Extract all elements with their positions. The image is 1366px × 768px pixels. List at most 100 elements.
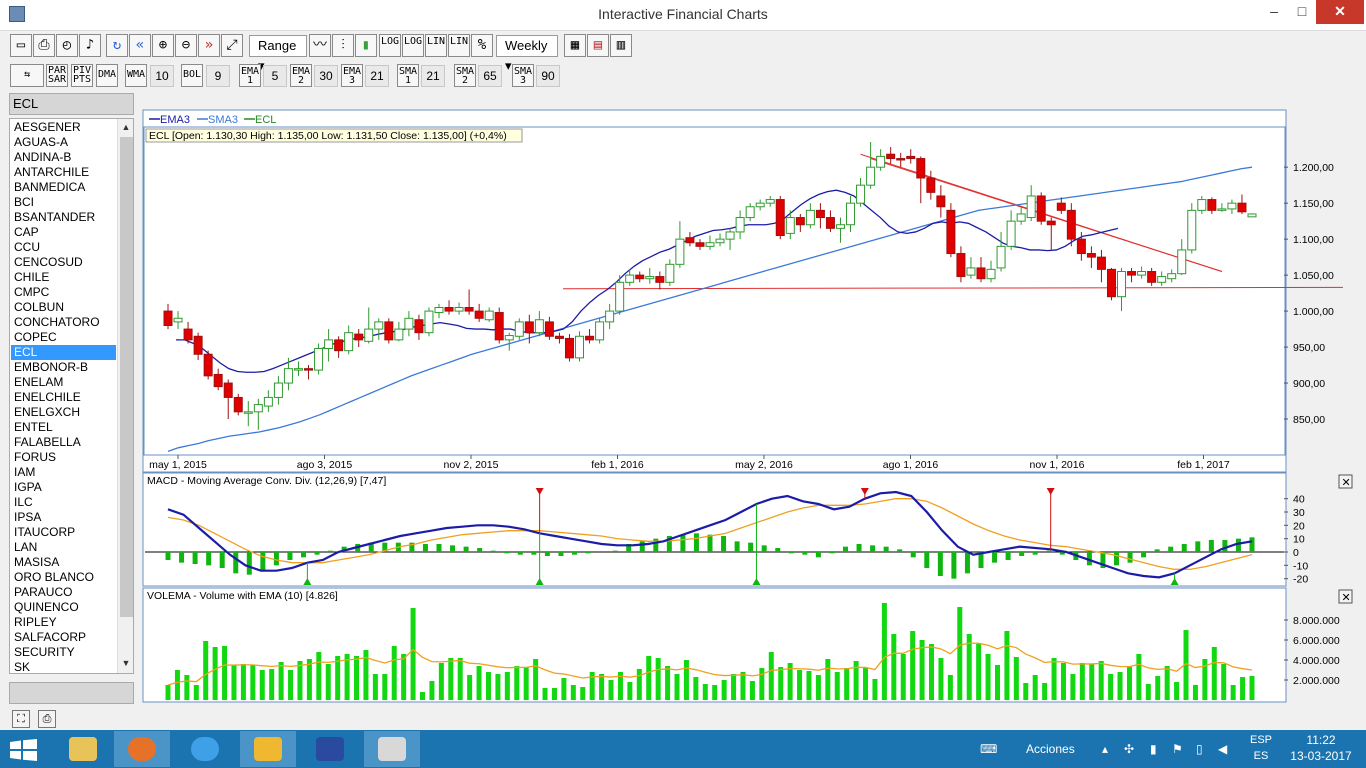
scroll-up-icon[interactable]: ▲ <box>121 122 131 132</box>
symbol-list-item[interactable]: CENCOSUD <box>14 255 83 269</box>
symbol-list-item[interactable]: ECL <box>11 345 116 360</box>
chart-fit-icon[interactable]: ⤢ <box>221 34 243 57</box>
close-button[interactable]: ✕ <box>1316 0 1364 24</box>
symbol-list-item[interactable]: ENELAM <box>14 375 64 389</box>
ema1-period[interactable]: 5 <box>263 65 287 87</box>
symbol-list-item[interactable]: QUINENCO <box>14 600 79 614</box>
symbol-list-item[interactable]: MASISA <box>14 555 60 569</box>
symbol-list-item[interactable]: COLBUN <box>14 300 65 314</box>
network-icon[interactable]: ✣ <box>1124 742 1135 756</box>
symbol-list-item[interactable]: EMBONOR-B <box>14 360 89 374</box>
symbol-list-item[interactable]: SECURITY <box>14 645 75 659</box>
scroll-thumb[interactable] <box>120 137 133 617</box>
symbol-list-item[interactable]: ORO BLANCO <box>14 570 95 584</box>
fullscreen-icon[interactable]: ⛶ <box>12 710 30 728</box>
ema1-button[interactable]: EMA 1 <box>239 64 261 87</box>
symbol-list-item[interactable]: ENELGXCH <box>14 405 81 419</box>
symbol-list-item[interactable]: PARAUCO <box>14 585 73 599</box>
symbol-list-item[interactable]: IPSA <box>14 510 42 524</box>
symbol-list-scrollbar[interactable]: ▲ ▼ <box>117 119 133 673</box>
symbol-list-item[interactable]: AGUAS-A <box>14 135 69 149</box>
symbol-list-item[interactable]: ILC <box>14 495 33 509</box>
symbol-list-item[interactable]: BSANTANDER <box>14 210 96 224</box>
color-scheme-icon[interactable]: ▤ <box>587 34 609 57</box>
symbol-list-item[interactable]: ENTEL <box>14 420 53 434</box>
symbol-list-item[interactable]: SK <box>14 660 31 674</box>
linear-scale-button[interactable]: LIN <box>425 34 447 57</box>
table-view-icon[interactable]: ▥ <box>610 34 632 57</box>
symbol-list-item[interactable]: BCI <box>14 195 35 209</box>
zoom-out-icon[interactable]: ⊖ <box>175 34 197 57</box>
linear-compare-button[interactable]: LIN <box>448 34 470 57</box>
symbol-list-item[interactable]: LAN <box>14 540 38 554</box>
ohlc-chart-icon[interactable]: ⫶ <box>332 34 354 57</box>
symbol-list-item[interactable]: IAM <box>14 465 36 479</box>
symbol-list-item[interactable]: FORUS <box>14 450 56 464</box>
volume-icon[interactable]: ◀ <box>1218 742 1228 756</box>
scroll-down-icon[interactable]: ▼ <box>121 658 131 668</box>
symbol-list-item[interactable]: RIPLEY <box>14 615 57 629</box>
sma2-period[interactable]: 65 <box>478 65 502 87</box>
thunder-app-icon[interactable] <box>240 731 296 767</box>
rewind-icon[interactable]: « <box>129 34 151 57</box>
actions-button[interactable]: Acciones <box>1026 742 1075 756</box>
maximize-button[interactable]: □ <box>1297 3 1307 19</box>
symbol-list-item[interactable]: ANDINA-B <box>14 150 72 164</box>
language-indicator[interactable]: ESP ES <box>1246 732 1276 764</box>
clock-icon[interactable]: ◴ <box>56 34 78 57</box>
dma-button[interactable]: DMA <box>96 64 118 87</box>
tray-expand-icon[interactable]: ▴ <box>1102 742 1109 756</box>
flag-icon[interactable]: ⚑ <box>1172 742 1183 756</box>
ema2-period[interactable]: 30 <box>314 65 338 87</box>
symbol-list-item[interactable]: ITAUCORP <box>14 525 76 539</box>
symbol-list-item[interactable]: CMPC <box>14 285 50 299</box>
battery-icon[interactable]: ▯ <box>1196 742 1203 756</box>
symbol-list-item[interactable]: CHILE <box>14 270 50 284</box>
sma2-button[interactable]: SMA 2 <box>454 64 476 87</box>
fast-forward-icon[interactable]: » <box>198 34 220 57</box>
ema2-button[interactable]: EMA 2 <box>290 64 312 87</box>
symbol-input[interactable]: ECL <box>9 93 134 115</box>
sound-icon[interactable]: ♪ <box>79 34 101 57</box>
parsar-button[interactable]: PAR SAR <box>46 64 68 87</box>
ema3-button[interactable]: EMA 3 <box>341 64 363 87</box>
pivot-points-button[interactable]: PIV PTS <box>71 64 93 87</box>
symbol-list-item[interactable]: CCU <box>14 240 40 254</box>
macd-close-icon[interactable]: ✕ <box>1338 474 1353 489</box>
save-app-icon[interactable] <box>302 731 358 767</box>
log-scale-button[interactable]: LOG <box>379 34 401 57</box>
chart-settings-icon[interactable]: ▦ <box>564 34 586 57</box>
symbol-list-item[interactable]: AESGENER <box>14 120 81 134</box>
symbol-list-item[interactable]: BANMEDICA <box>14 180 86 194</box>
symbol-list-item[interactable]: ENELCHILE <box>14 390 81 404</box>
volume-close-icon[interactable]: ✕ <box>1338 589 1353 604</box>
bol-period[interactable]: 9 <box>206 65 230 87</box>
ema3-period[interactable]: 21 <box>365 65 389 87</box>
minimize-button[interactable]: – <box>1270 3 1278 19</box>
wma-button[interactable]: WMA <box>125 64 147 87</box>
symbol-list-item[interactable]: CAP <box>14 225 39 239</box>
java-app-taskbar-icon[interactable] <box>364 731 420 767</box>
range-select[interactable]: Range ▾ <box>249 35 307 73</box>
print-small-icon[interactable]: ⎙ <box>38 710 56 728</box>
firefox-icon[interactable] <box>114 731 170 767</box>
keyboard-icon[interactable]: ⌨ <box>980 742 998 756</box>
line-chart-icon[interactable]: 〰 <box>309 34 331 57</box>
log-compare-button[interactable]: LOG <box>402 34 424 57</box>
symbol-list-item[interactable]: FALABELLA <box>14 435 81 449</box>
print-icon[interactable]: ⎙ <box>33 34 55 57</box>
symbol-list[interactable]: ▲ ▼ AESGENER AGUAS-A ANDINA-B ANTARCHILE BAN… <box>9 118 134 674</box>
sma1-button[interactable]: SMA 1 <box>397 64 419 87</box>
sma3-button[interactable]: SMA 3 <box>512 64 534 87</box>
symbol-list-item[interactable]: COPEC <box>14 330 57 344</box>
refresh-icon[interactable]: ↻ <box>106 34 128 57</box>
clock[interactable]: 11:22 13-03-2017 <box>1282 732 1360 764</box>
wma-period[interactable]: 10 <box>150 65 174 87</box>
candle-chart-icon[interactable]: ▮ <box>355 34 377 57</box>
new-window-icon[interactable]: ▭ <box>10 34 32 57</box>
interval-select[interactable]: Weekly ▾ <box>496 35 558 73</box>
sma3-period[interactable]: 90 <box>536 65 560 87</box>
bol-button[interactable]: BOL <box>181 64 203 87</box>
percent-button[interactable]: % <box>471 34 493 57</box>
symbol-list-item[interactable]: IGPA <box>14 480 42 494</box>
